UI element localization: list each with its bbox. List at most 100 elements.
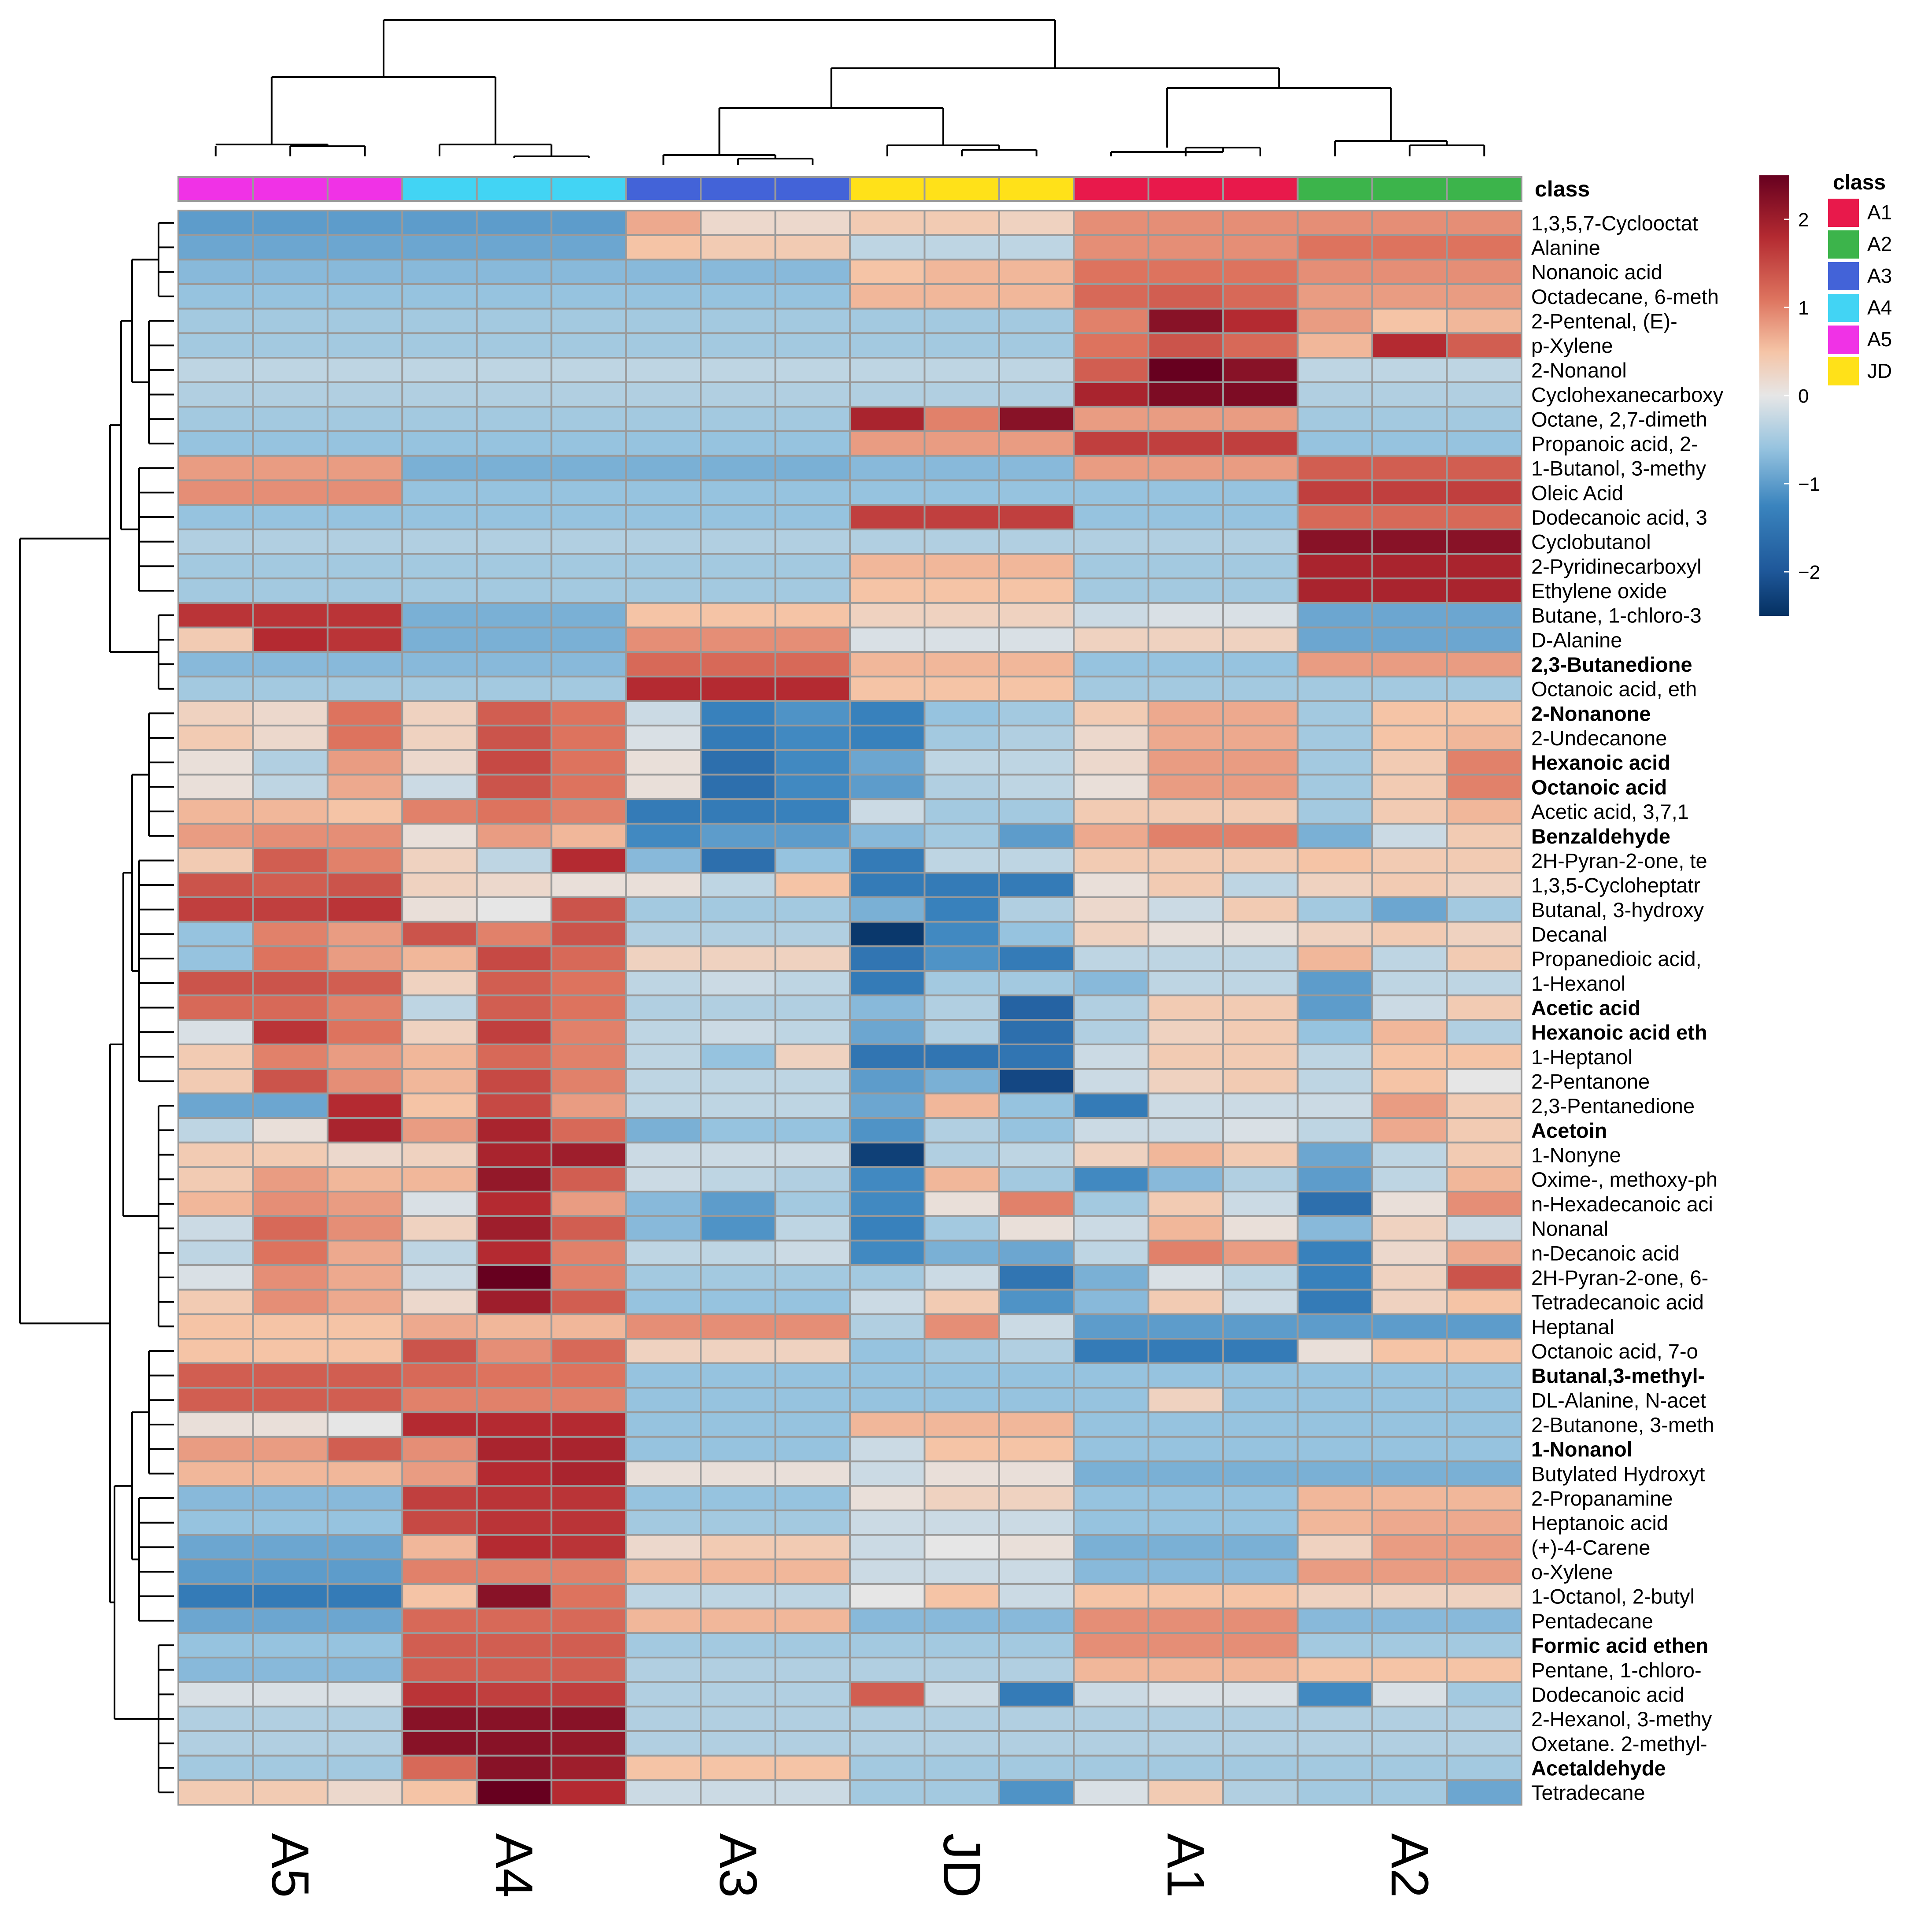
heatmap-cell bbox=[774, 307, 851, 334]
heatmap-cell bbox=[774, 1779, 851, 1806]
row-label: 1-Butanol, 3-methy bbox=[1531, 457, 1706, 480]
heatmap-cell bbox=[923, 822, 1000, 849]
heatmap-cell bbox=[998, 332, 1075, 359]
heatmap-cell bbox=[550, 1509, 627, 1536]
heatmap-cell bbox=[849, 847, 926, 874]
heatmap-cell bbox=[923, 1607, 1000, 1634]
heatmap-cell bbox=[1147, 1387, 1224, 1414]
heatmap-cell bbox=[625, 1411, 702, 1438]
heatmap-cell bbox=[177, 1681, 254, 1708]
heatmap-cell bbox=[1222, 381, 1299, 408]
heatmap-cell bbox=[1222, 847, 1299, 874]
heatmap-cell bbox=[1371, 1509, 1448, 1536]
heatmap-cell bbox=[401, 1019, 478, 1046]
heatmap-cell bbox=[177, 896, 254, 923]
heatmap-cell bbox=[1371, 406, 1448, 433]
row-label: Oxime-, methoxy-ph bbox=[1531, 1168, 1718, 1191]
heatmap-cell bbox=[1222, 1387, 1299, 1414]
heatmap-cell bbox=[1296, 945, 1374, 972]
heatmap-cell bbox=[476, 1607, 553, 1634]
heatmap-cell bbox=[1446, 602, 1523, 629]
heatmap-cell bbox=[1147, 455, 1224, 481]
heatmap-cell bbox=[774, 1558, 851, 1585]
heatmap-cell bbox=[476, 626, 553, 653]
heatmap-cell bbox=[1073, 1558, 1149, 1585]
heatmap-cell bbox=[849, 798, 926, 825]
heatmap-cell bbox=[476, 1485, 553, 1511]
heatmap-cell bbox=[1371, 1117, 1448, 1144]
heatmap-cell bbox=[252, 1362, 329, 1389]
heatmap-cell bbox=[1147, 1338, 1224, 1364]
heatmap-cell bbox=[700, 577, 776, 604]
heatmap-cell bbox=[625, 210, 702, 236]
heatmap-cell bbox=[401, 381, 478, 408]
heatmap-cell bbox=[1073, 283, 1149, 310]
heatmap-cell bbox=[1147, 749, 1224, 776]
heatmap-cell bbox=[700, 1534, 776, 1561]
heatmap-cell bbox=[1147, 774, 1224, 800]
heatmap-cell bbox=[1371, 1240, 1448, 1266]
heatmap-cell bbox=[998, 994, 1075, 1021]
heatmap-cell bbox=[1147, 602, 1224, 629]
heatmap-cell bbox=[401, 1460, 478, 1487]
heatmap-cell bbox=[326, 1215, 403, 1242]
heatmap-cell bbox=[401, 1166, 478, 1193]
heatmap-cell bbox=[550, 970, 627, 996]
heatmap-cell bbox=[923, 1338, 1000, 1364]
heatmap-cell bbox=[252, 1656, 329, 1683]
heatmap-cell bbox=[1446, 528, 1523, 555]
heatmap-cell bbox=[625, 725, 702, 751]
heatmap-cell bbox=[326, 1019, 403, 1046]
heatmap-cell bbox=[1147, 307, 1224, 334]
heatmap-cell bbox=[550, 651, 627, 677]
heatmap-cell bbox=[1147, 1730, 1224, 1757]
heatmap-cell bbox=[923, 1436, 1000, 1462]
heatmap-cell bbox=[550, 1558, 627, 1585]
heatmap-cell bbox=[923, 1387, 1000, 1414]
heatmap-cell bbox=[1446, 774, 1523, 800]
heatmap-cell bbox=[476, 1191, 553, 1217]
heatmap-cell bbox=[326, 1264, 403, 1291]
heatmap-cell bbox=[774, 577, 851, 604]
heatmap-cell bbox=[1147, 1754, 1224, 1781]
heatmap-cell bbox=[1296, 1779, 1374, 1806]
heatmap-cell bbox=[177, 1656, 254, 1683]
row-label: (+)-4-Carene bbox=[1531, 1536, 1650, 1559]
heatmap-cell bbox=[1073, 1607, 1149, 1634]
heatmap-cell bbox=[849, 1485, 926, 1511]
heatmap-cell bbox=[998, 1558, 1075, 1585]
heatmap-cell bbox=[774, 675, 851, 702]
heatmap-cell bbox=[849, 994, 926, 1021]
heatmap-cell bbox=[1073, 1019, 1149, 1046]
row-label: Oleic Acid bbox=[1531, 481, 1623, 504]
heatmap-cell bbox=[401, 259, 478, 285]
heatmap-cell bbox=[326, 259, 403, 285]
row-label: Pentadecane bbox=[1531, 1609, 1653, 1632]
heatmap-cell bbox=[252, 381, 329, 408]
heatmap-cell bbox=[1073, 577, 1149, 604]
heatmap-cell bbox=[1147, 651, 1224, 677]
heatmap-cell bbox=[550, 1215, 627, 1242]
heatmap-cell bbox=[476, 259, 553, 285]
heatmap-cell bbox=[700, 774, 776, 800]
heatmap-cell bbox=[177, 1436, 254, 1462]
heatmap-cell bbox=[849, 1607, 926, 1634]
heatmap-cell bbox=[252, 1534, 329, 1561]
heatmap-cell bbox=[1073, 332, 1149, 359]
heatmap-cell bbox=[1371, 1730, 1448, 1757]
heatmap-cell bbox=[1296, 1264, 1374, 1291]
heatmap-cell bbox=[849, 577, 926, 604]
heatmap-cell bbox=[998, 1632, 1075, 1658]
heatmap-cell bbox=[774, 430, 851, 457]
heatmap-cell bbox=[625, 1754, 702, 1781]
row-label: D-Alanine bbox=[1531, 628, 1622, 651]
heatmap-cell bbox=[550, 577, 627, 604]
heatmap-cell bbox=[252, 1632, 329, 1658]
row-label: 2-Butanone, 3-meth bbox=[1531, 1413, 1714, 1436]
heatmap-cell bbox=[1371, 479, 1448, 506]
heatmap-cell bbox=[625, 1534, 702, 1561]
heatmap-cell bbox=[1222, 307, 1299, 334]
heatmap-cell bbox=[401, 994, 478, 1021]
legend-label: A2 bbox=[1867, 233, 1892, 255]
